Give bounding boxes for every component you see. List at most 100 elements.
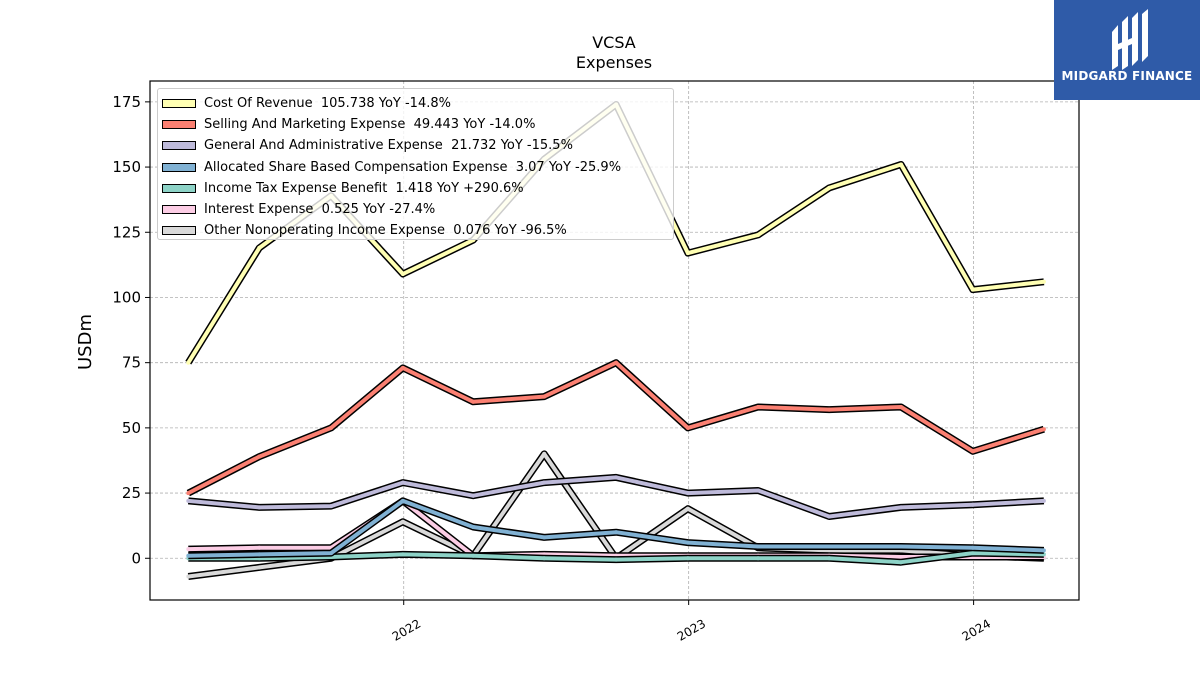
data-point xyxy=(542,535,547,540)
series-line-fill xyxy=(188,475,1045,519)
legend-item: Selling And Marketing Expense 49.443 YoY… xyxy=(162,114,673,135)
plot-frame xyxy=(149,80,1080,601)
legend-swatch xyxy=(162,162,196,172)
data-point xyxy=(756,488,761,493)
data-point xyxy=(827,407,832,412)
brand-logo: MIDGARD FINANCE xyxy=(1054,0,1200,100)
data-point xyxy=(614,475,619,480)
data-point xyxy=(685,506,690,511)
legend-swatch xyxy=(162,226,196,236)
data-point xyxy=(827,544,832,549)
legend-label: Other Nonoperating Income Expense 0.076 … xyxy=(204,223,567,239)
data-point xyxy=(899,505,903,510)
chart-legend: Cost Of Revenue 105.738 YoY -14.8% Sellin… xyxy=(157,88,674,240)
legend-item: Interest Expense 0.525 YoY -27.4% xyxy=(162,199,673,220)
data-point xyxy=(400,552,405,557)
logo-mark-icon xyxy=(1112,9,1148,70)
legend-swatch xyxy=(162,141,196,151)
legend-item: Income Tax Expense Benefit 1.418 YoY +29… xyxy=(162,178,673,199)
y-tick-label: 125 xyxy=(112,223,141,241)
data-point xyxy=(1041,279,1046,284)
legend-item: Other Nonoperating Income Expense 0.076 … xyxy=(162,220,673,241)
data-point xyxy=(827,514,832,519)
data-point xyxy=(1041,548,1046,553)
chart-title: VCSA xyxy=(592,33,636,52)
data-point xyxy=(471,493,476,498)
data-point xyxy=(756,544,761,549)
y-tick-label: 50 xyxy=(122,419,141,437)
legend-label: General And Administrative Expense 21.73… xyxy=(204,138,573,154)
data-point xyxy=(970,545,975,550)
legend-item: General And Administrative Expense 21.73… xyxy=(162,135,673,156)
data-point xyxy=(257,454,262,459)
data-point xyxy=(756,405,761,409)
data-point xyxy=(186,360,191,365)
data-point xyxy=(186,553,191,558)
data-point xyxy=(899,560,903,565)
data-point xyxy=(186,574,191,579)
data-point xyxy=(257,245,262,250)
legend-label: Cost Of Revenue 105.738 YoY -14.8% xyxy=(204,96,451,112)
data-point xyxy=(542,480,547,485)
data-point xyxy=(899,162,903,167)
data-point xyxy=(970,551,975,556)
data-point xyxy=(685,425,690,430)
y-axis: 0 25 50 75 100 125 150 175 xyxy=(112,93,150,567)
legend-label: Allocated Share Based Compensation Expen… xyxy=(204,159,622,175)
data-point xyxy=(471,553,476,558)
data-point xyxy=(899,544,903,549)
data-point xyxy=(970,287,975,292)
data-point xyxy=(542,451,547,456)
y-tick-label: 100 xyxy=(112,288,141,306)
series-lines xyxy=(185,101,1046,580)
data-point xyxy=(186,547,191,552)
x-axis: 2022 2023 2024 xyxy=(390,600,993,644)
logo-text: MIDGARD FINANCE xyxy=(1061,69,1193,83)
data-point xyxy=(614,530,619,535)
y-tick-label: 75 xyxy=(122,354,141,372)
data-point xyxy=(471,399,476,404)
data-point xyxy=(257,552,262,557)
data-point xyxy=(186,491,191,496)
legend-swatch xyxy=(162,99,196,109)
data-point xyxy=(542,394,547,399)
legend-swatch xyxy=(162,183,196,193)
data-point xyxy=(400,519,405,524)
data-point xyxy=(471,525,476,529)
legend-swatch xyxy=(162,120,196,130)
series-line xyxy=(186,497,1046,560)
data-point xyxy=(400,272,405,276)
data-point xyxy=(756,556,761,561)
y-tick-label: 150 xyxy=(112,158,141,176)
legend-item: Cost Of Revenue 105.738 YoY -14.8% xyxy=(162,93,673,114)
x-tick-label: 2024 xyxy=(960,616,993,643)
x-tick-label: 2022 xyxy=(390,616,423,643)
x-tick-label: 2023 xyxy=(675,616,708,643)
legend-label: Selling And Marketing Expense 49.443 YoY… xyxy=(204,117,536,133)
data-point xyxy=(1041,498,1046,503)
data-point xyxy=(400,480,405,485)
y-axis-label: USDm xyxy=(75,314,96,370)
data-point xyxy=(756,232,761,237)
data-point xyxy=(685,540,690,545)
data-point xyxy=(257,545,262,550)
data-point xyxy=(685,556,690,561)
legend-swatch xyxy=(162,205,196,215)
data-point xyxy=(685,251,690,256)
data-point xyxy=(899,555,903,559)
data-point xyxy=(186,498,191,503)
data-point xyxy=(970,502,975,507)
data-point xyxy=(614,360,619,365)
data-point xyxy=(257,505,262,510)
data-point xyxy=(899,405,903,409)
data-point xyxy=(329,425,334,430)
y-tick-label: 0 xyxy=(131,549,141,567)
y-tick-label: 25 xyxy=(122,484,141,502)
series-line xyxy=(186,473,1046,520)
legend-item: Allocated Share Based Compensation Expen… xyxy=(162,157,673,178)
data-point xyxy=(400,498,405,503)
data-point xyxy=(827,185,832,190)
data-point xyxy=(329,551,334,556)
data-point xyxy=(329,504,334,509)
